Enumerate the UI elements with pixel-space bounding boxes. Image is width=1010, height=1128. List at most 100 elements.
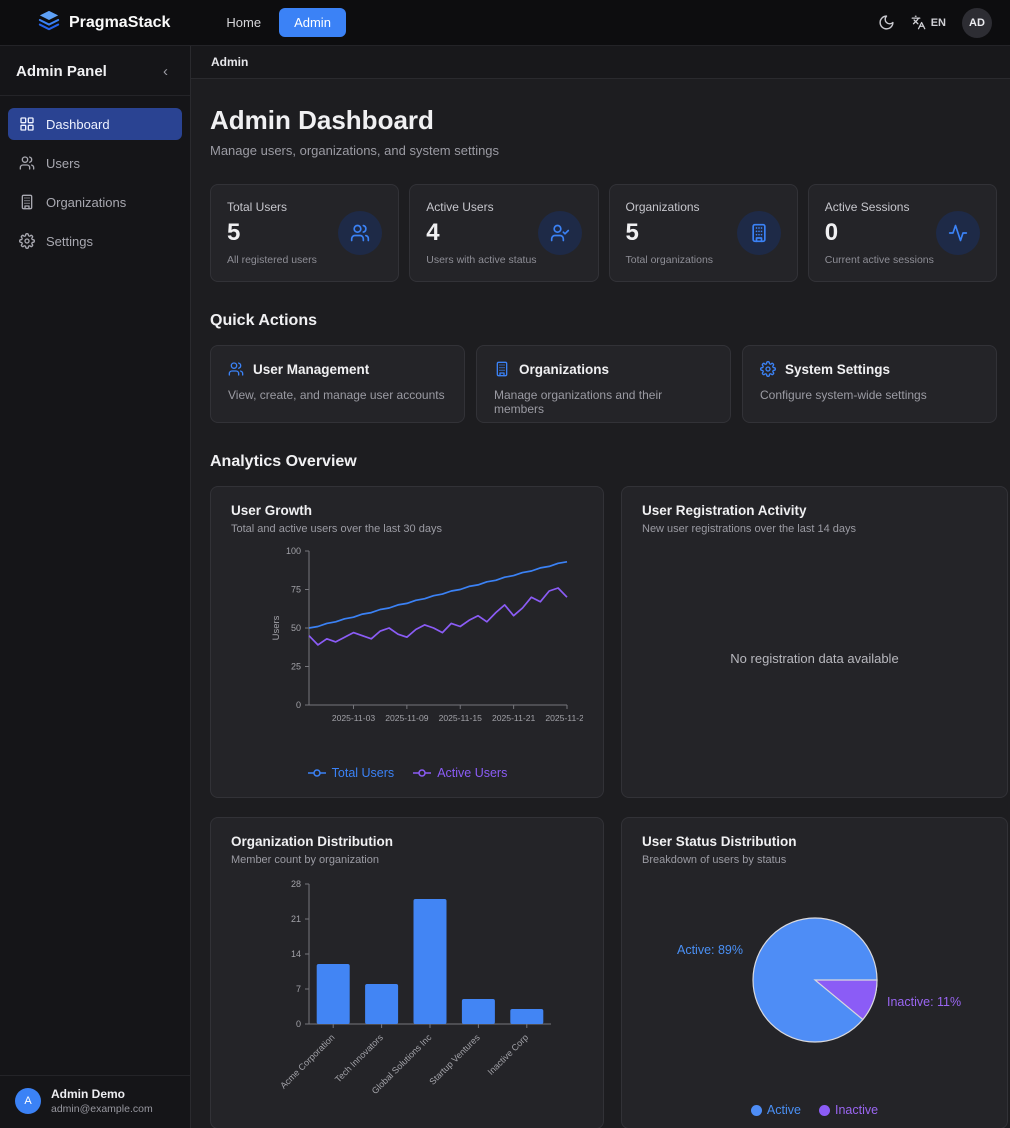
nav-link-admin[interactable]: Admin xyxy=(279,8,346,37)
legend-item: Inactive xyxy=(818,1103,878,1117)
brand[interactable]: PragmaStack xyxy=(38,9,170,36)
action-title: System Settings xyxy=(785,361,891,377)
svg-text:2025-11-27: 2025-11-27 xyxy=(545,713,583,723)
chart-subtitle: Member count by organization xyxy=(231,854,379,866)
action-title: User Management xyxy=(253,361,370,377)
action-card-organizations[interactable]: Organizations Manage organizations and th… xyxy=(476,345,731,423)
stat-value: 4 xyxy=(426,219,440,246)
legend-item: Active Users xyxy=(412,766,507,780)
chart-subtitle: New user registrations over the last 14 … xyxy=(642,523,856,535)
page-subtitle: Manage users, organizations, and system … xyxy=(210,143,500,158)
sidebar-item-label: Users xyxy=(46,155,80,171)
svg-text:Users: Users xyxy=(271,615,282,640)
stat-desc: Total organizations xyxy=(625,254,714,266)
sidebar-item-dashboard[interactable]: Dashboard xyxy=(8,108,182,140)
chart-card-organization-distribution: Organization Distribution Member count by… xyxy=(210,817,604,1128)
action-card-user-management[interactable]: User Management View, create, and manage … xyxy=(210,345,465,423)
gear-icon xyxy=(19,233,35,249)
users-icon xyxy=(338,211,383,255)
stat-desc: Current active sessions xyxy=(824,254,934,266)
empty-state-message: No registration data available xyxy=(730,650,899,666)
chart-subtitle: Total and active users over the last 30 … xyxy=(231,523,442,535)
chart-subtitle: Breakdown of users by status xyxy=(642,854,787,866)
dashboard-grid-icon xyxy=(19,116,35,132)
stat-value: 0 xyxy=(824,219,839,246)
user-email: admin@example.com xyxy=(51,1103,153,1115)
main-nav: Home Admin xyxy=(216,8,346,37)
svg-text:Active: 89%: Active: 89% xyxy=(677,943,743,957)
analytics-charts-grid: User Growth Total and active users over t… xyxy=(210,486,1008,1128)
svg-text:75: 75 xyxy=(291,585,301,595)
sidebar-nav: Dashboard Users Organizations Settings xyxy=(0,96,190,269)
gear-icon xyxy=(760,361,776,377)
quick-actions-grid: User Management View, create, and manage … xyxy=(210,345,997,423)
user-initial-avatar: A xyxy=(15,1088,41,1114)
sidebar-collapse-button[interactable]: ‹ xyxy=(163,62,168,80)
stat-card-active-sessions: Active Sessions 0 Current active sessions xyxy=(807,184,997,282)
stat-value: 5 xyxy=(625,219,639,246)
chart-title: User Registration Activity xyxy=(642,503,807,518)
activity-icon xyxy=(936,211,980,255)
svg-text:100: 100 xyxy=(286,546,301,556)
nav-link-home[interactable]: Home xyxy=(226,15,262,30)
chart-card-user-status-distribution: User Status Distribution Breakdown of use… xyxy=(621,817,1008,1128)
dark-mode-toggle[interactable] xyxy=(878,14,895,31)
stat-card-active-users: Active Users 4 Users with active status xyxy=(409,184,599,282)
sidebar-item-settings[interactable]: Settings xyxy=(8,225,182,257)
legend-dot-icon xyxy=(750,1104,762,1116)
building-icon xyxy=(19,194,35,210)
line-chart: 0 25 50 75 100 2025-11-03 2025-11-09 2025-11-15… xyxy=(271,546,589,723)
chart-legend: Total Users Active Users xyxy=(231,766,583,780)
chart-card-user-growth: User Growth Total and active users over t… xyxy=(210,486,604,798)
breadcrumb[interactable]: Admin xyxy=(211,55,249,69)
user-avatar[interactable]: AD xyxy=(962,7,992,38)
sidebar-user-menu[interactable]: A Admin Demo admin@example.com xyxy=(0,1075,190,1128)
svg-text:0: 0 xyxy=(296,700,301,710)
legend-dot-icon xyxy=(818,1104,830,1116)
sidebar-item-label: Organizations xyxy=(46,194,127,210)
svg-text:21: 21 xyxy=(291,914,301,924)
stat-desc: All registered users xyxy=(227,254,317,266)
svg-text:Startup Ventures: Startup Ventures xyxy=(427,1032,482,1087)
language-switcher[interactable]: EN xyxy=(911,15,946,30)
sidebar-item-users[interactable]: Users xyxy=(8,147,182,179)
action-desc: View, create, and manage user accounts xyxy=(228,388,445,402)
analytics-heading: Analytics Overview xyxy=(210,453,357,470)
building-icon xyxy=(494,361,510,377)
user-name: Admin Demo xyxy=(51,1087,126,1101)
pie-chart: Active: 89% Inactive: 11% xyxy=(677,917,961,1043)
stat-label: Total Users xyxy=(227,200,288,214)
legend-line-marker-icon xyxy=(307,769,326,777)
chart-title: Organization Distribution xyxy=(231,834,393,849)
breadcrumb-bar: Admin xyxy=(191,46,1010,79)
legend-item: Active xyxy=(750,1103,801,1117)
chart-title: User Status Distribution xyxy=(642,834,797,849)
svg-text:25: 25 xyxy=(291,662,301,672)
sidebar-item-label: Dashboard xyxy=(46,116,110,132)
page-content: Admin Dashboard Manage users, organizati… xyxy=(191,79,1010,1128)
action-title: Organizations xyxy=(519,361,610,377)
stat-desc: Users with active status xyxy=(426,254,537,266)
svg-text:50: 50 xyxy=(291,623,301,633)
svg-text:Inactive Corp: Inactive Corp xyxy=(486,1032,531,1077)
translate-icon xyxy=(911,15,926,30)
stat-card-organizations: Organizations 5 Total organizations xyxy=(608,184,798,282)
svg-text:Acme Corporation: Acme Corporation xyxy=(278,1032,336,1090)
stat-value: 5 xyxy=(227,219,241,246)
language-code: EN xyxy=(930,16,946,29)
users-icon xyxy=(228,361,244,377)
action-card-system-settings[interactable]: System Settings Configure system-wide set… xyxy=(742,345,997,423)
svg-text:2025-11-21: 2025-11-21 xyxy=(492,713,536,723)
stat-label: Active Users xyxy=(426,200,494,214)
sidebar-item-organizations[interactable]: Organizations xyxy=(8,186,182,218)
svg-text:0: 0 xyxy=(296,1019,301,1029)
stat-label: Active Sessions xyxy=(824,200,910,214)
svg-text:2025-11-09: 2025-11-09 xyxy=(385,713,429,723)
svg-text:7: 7 xyxy=(296,984,301,994)
stat-card-total-users: Total Users 5 All registered users xyxy=(210,184,400,282)
action-desc: Configure system-wide settings xyxy=(760,388,927,402)
page-title: Admin Dashboard xyxy=(210,105,434,135)
navbar-right: EN AD xyxy=(878,7,992,38)
stats-grid: Total Users 5 All registered users Active U… xyxy=(210,184,997,282)
